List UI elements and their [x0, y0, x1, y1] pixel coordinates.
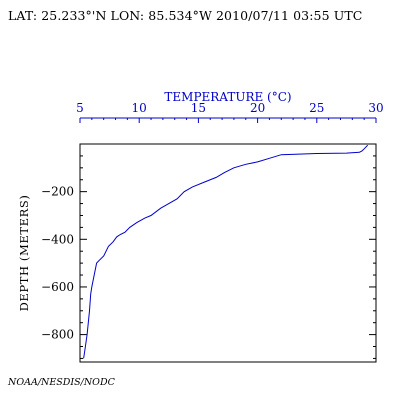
x-axis-title: TEMPERATURE (°C): [164, 90, 291, 104]
source-credit: NOAA/NESDIS/NODC: [8, 377, 115, 388]
ticks-layer: 5 10 15 20 25 30 −200 −400 −600 −800: [41, 101, 384, 359]
temperature-profile-line: [83, 144, 369, 359]
x-tick-label: 10: [132, 101, 147, 115]
plot-frame: [79, 143, 377, 363]
x-tick-label: 25: [309, 101, 324, 115]
station-header: LAT: 25.233°'N LON: 85.534°W 2010/07/11 …: [8, 8, 363, 23]
x-tick-label: 30: [368, 101, 383, 115]
x-tick-label: 20: [250, 101, 265, 115]
x-tick-label: 15: [191, 101, 206, 115]
y-tick-label: −200: [41, 185, 74, 199]
y-tick-label: −600: [41, 280, 74, 294]
y-axis-title: DEPTH (METERS): [17, 195, 31, 312]
x-tick-label: 5: [76, 101, 84, 115]
y-tick-label: −400: [41, 232, 74, 246]
y-tick-label: −800: [41, 328, 74, 342]
